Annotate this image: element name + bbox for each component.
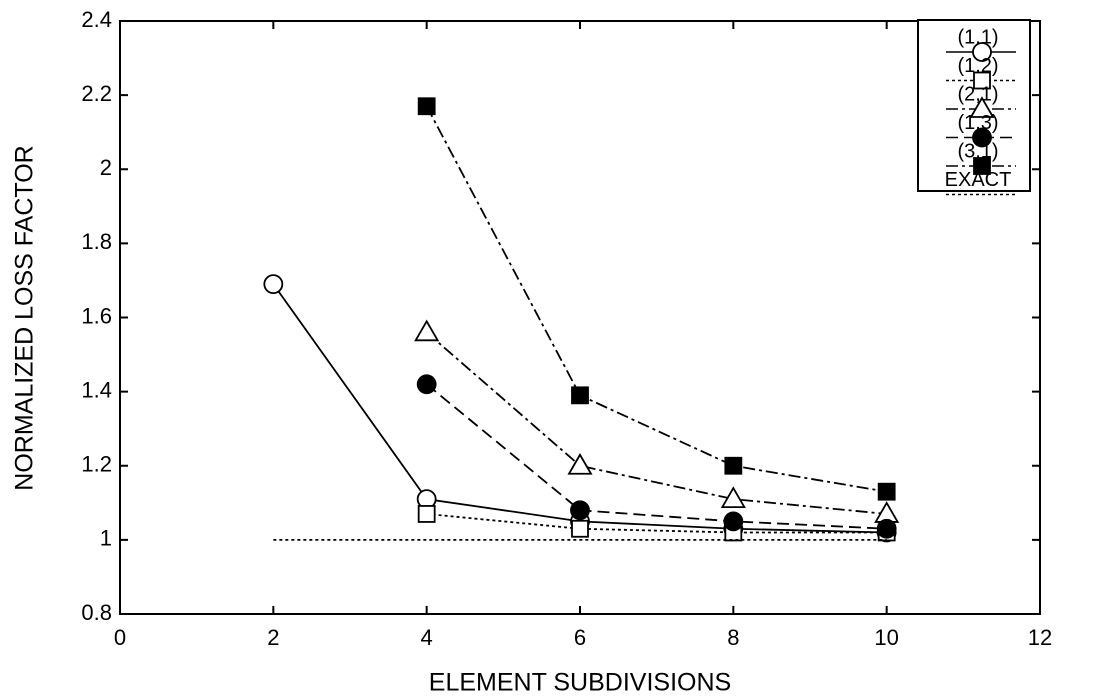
marker bbox=[417, 505, 436, 523]
marker bbox=[567, 452, 593, 475]
marker bbox=[876, 518, 897, 539]
marker bbox=[973, 157, 991, 175]
marker bbox=[571, 519, 589, 538]
y-tick-label: 1.2 bbox=[81, 452, 112, 477]
x-tick-label: 10 bbox=[874, 625, 898, 650]
legend-label: (1,2) bbox=[957, 55, 998, 77]
series-line bbox=[272, 283, 887, 534]
series-line bbox=[426, 383, 887, 530]
x-tick-label: 6 bbox=[574, 625, 586, 650]
y-tick-label: 2.2 bbox=[81, 81, 112, 106]
marker bbox=[570, 500, 590, 521]
legend-label: EXACT bbox=[945, 169, 1012, 191]
marker bbox=[972, 42, 992, 62]
marker bbox=[877, 482, 896, 501]
x-tick-label: 0 bbox=[114, 625, 126, 650]
series-line bbox=[426, 513, 887, 534]
marker bbox=[723, 511, 744, 532]
y-tick-label: 1 bbox=[100, 526, 112, 551]
marker bbox=[969, 96, 995, 118]
y-axis-label: NORMALIZED LOSS FACTOR bbox=[11, 145, 39, 490]
marker bbox=[417, 97, 436, 116]
x-tick-label: 8 bbox=[727, 625, 739, 650]
x-tick-label: 2 bbox=[267, 625, 279, 650]
marker bbox=[973, 71, 991, 90]
marker bbox=[720, 486, 746, 509]
series-line bbox=[426, 331, 887, 515]
y-tick-label: 0.8 bbox=[81, 600, 112, 625]
legend-label: (1,1) bbox=[957, 26, 998, 48]
y-tick-label: 1.6 bbox=[81, 303, 112, 328]
series-line bbox=[425, 105, 887, 493]
legend-label: (3,1) bbox=[957, 140, 998, 162]
legend-label: (2,1) bbox=[957, 83, 998, 105]
y-tick-label: 1.4 bbox=[81, 377, 112, 402]
x-axis-label: ELEMENT SUBDIVISIONS bbox=[429, 669, 731, 697]
y-tick-label: 2.4 bbox=[81, 7, 112, 32]
x-tick-label: 4 bbox=[421, 625, 433, 650]
x-tick-label: 12 bbox=[1028, 625, 1052, 650]
marker bbox=[414, 319, 440, 342]
y-tick-label: 1.8 bbox=[81, 229, 112, 254]
marker bbox=[724, 456, 743, 475]
marker bbox=[571, 386, 589, 405]
marker bbox=[416, 374, 437, 395]
y-tick-label: 2 bbox=[100, 155, 112, 180]
legend-label: (1,3) bbox=[957, 112, 998, 134]
marker bbox=[263, 274, 284, 295]
marker bbox=[972, 127, 992, 148]
